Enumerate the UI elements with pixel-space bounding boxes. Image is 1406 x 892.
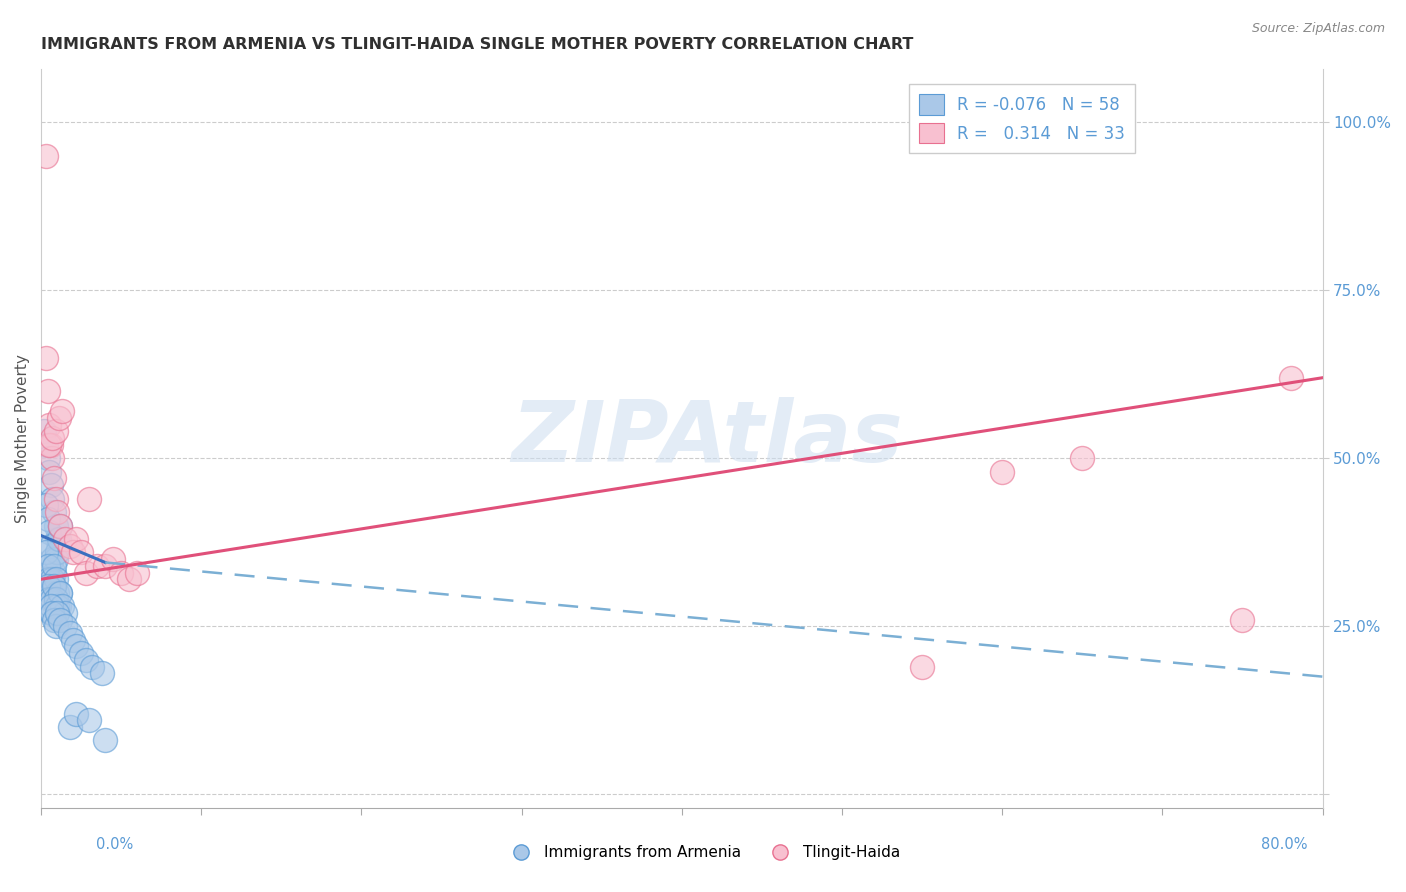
Point bbox=[44, 491, 66, 506]
Point bbox=[41, 606, 63, 620]
Point bbox=[35, 545, 58, 559]
Point bbox=[1232, 613, 1254, 627]
Point bbox=[46, 606, 69, 620]
Point bbox=[38, 525, 60, 540]
Point bbox=[1279, 370, 1302, 384]
Point bbox=[41, 592, 63, 607]
Point bbox=[110, 566, 132, 580]
Point bbox=[37, 451, 59, 466]
Legend: R = -0.076   N = 58, R =   0.314   N = 33: R = -0.076 N = 58, R = 0.314 N = 33 bbox=[908, 85, 1135, 153]
Point bbox=[38, 465, 60, 479]
Point bbox=[49, 613, 72, 627]
Y-axis label: Single Mother Poverty: Single Mother Poverty bbox=[15, 354, 30, 523]
Point bbox=[39, 585, 62, 599]
Point bbox=[77, 714, 100, 728]
Point bbox=[46, 585, 69, 599]
Point bbox=[46, 545, 69, 559]
Point bbox=[94, 733, 117, 747]
Point bbox=[53, 606, 76, 620]
Point bbox=[51, 599, 73, 613]
Point bbox=[48, 599, 70, 613]
Point bbox=[65, 640, 87, 654]
Point bbox=[34, 425, 56, 439]
Point bbox=[35, 149, 58, 163]
Text: ZIPAtlas: ZIPAtlas bbox=[512, 397, 903, 480]
Point bbox=[65, 706, 87, 721]
Point bbox=[53, 619, 76, 633]
Point bbox=[53, 532, 76, 546]
Text: 80.0%: 80.0% bbox=[1261, 838, 1308, 852]
Point bbox=[70, 646, 93, 660]
Text: 0.0%: 0.0% bbox=[96, 838, 132, 852]
Point bbox=[46, 599, 69, 613]
Point bbox=[44, 518, 66, 533]
Point bbox=[49, 518, 72, 533]
Point bbox=[46, 505, 69, 519]
Point bbox=[41, 491, 63, 506]
Point bbox=[62, 632, 84, 647]
Point bbox=[38, 417, 60, 432]
Point bbox=[118, 572, 141, 586]
Point bbox=[44, 425, 66, 439]
Point bbox=[103, 552, 125, 566]
Point bbox=[75, 566, 97, 580]
Point bbox=[62, 545, 84, 559]
Point bbox=[41, 552, 63, 566]
Point bbox=[127, 566, 149, 580]
Point bbox=[91, 666, 114, 681]
Point bbox=[911, 659, 934, 673]
Point bbox=[38, 438, 60, 452]
Point bbox=[37, 558, 59, 573]
Point bbox=[37, 579, 59, 593]
Point bbox=[44, 572, 66, 586]
Point bbox=[51, 404, 73, 418]
Point bbox=[49, 518, 72, 533]
Point bbox=[70, 545, 93, 559]
Point bbox=[42, 613, 65, 627]
Point bbox=[1071, 451, 1094, 466]
Point bbox=[42, 566, 65, 580]
Point bbox=[991, 465, 1014, 479]
Point bbox=[49, 585, 72, 599]
Point bbox=[42, 505, 65, 519]
Point bbox=[35, 351, 58, 365]
Point bbox=[39, 438, 62, 452]
Point bbox=[46, 532, 69, 546]
Point bbox=[42, 558, 65, 573]
Point bbox=[82, 659, 104, 673]
Point bbox=[94, 558, 117, 573]
Point bbox=[75, 653, 97, 667]
Point bbox=[44, 619, 66, 633]
Point bbox=[35, 499, 58, 513]
Point bbox=[35, 438, 58, 452]
Point bbox=[41, 451, 63, 466]
Point bbox=[41, 431, 63, 445]
Legend: Immigrants from Armenia, Tlingit-Haida: Immigrants from Armenia, Tlingit-Haida bbox=[501, 839, 905, 866]
Point bbox=[41, 572, 63, 586]
Point bbox=[59, 720, 82, 734]
Point bbox=[86, 558, 108, 573]
Point bbox=[42, 471, 65, 485]
Point bbox=[39, 478, 62, 492]
Point bbox=[59, 539, 82, 553]
Point bbox=[49, 585, 72, 599]
Point bbox=[39, 606, 62, 620]
Point bbox=[48, 539, 70, 553]
Point bbox=[38, 592, 60, 607]
Point bbox=[39, 599, 62, 613]
Point bbox=[44, 592, 66, 607]
Point bbox=[37, 512, 59, 526]
Point bbox=[39, 539, 62, 553]
Point bbox=[38, 572, 60, 586]
Point bbox=[48, 532, 70, 546]
Point bbox=[37, 384, 59, 399]
Text: Source: ZipAtlas.com: Source: ZipAtlas.com bbox=[1251, 22, 1385, 36]
Point bbox=[44, 552, 66, 566]
Point bbox=[48, 411, 70, 425]
Text: IMMIGRANTS FROM ARMENIA VS TLINGIT-HAIDA SINGLE MOTHER POVERTY CORRELATION CHART: IMMIGRANTS FROM ARMENIA VS TLINGIT-HAIDA… bbox=[41, 37, 914, 53]
Point bbox=[77, 491, 100, 506]
Point bbox=[65, 532, 87, 546]
Point bbox=[42, 579, 65, 593]
Point bbox=[59, 626, 82, 640]
